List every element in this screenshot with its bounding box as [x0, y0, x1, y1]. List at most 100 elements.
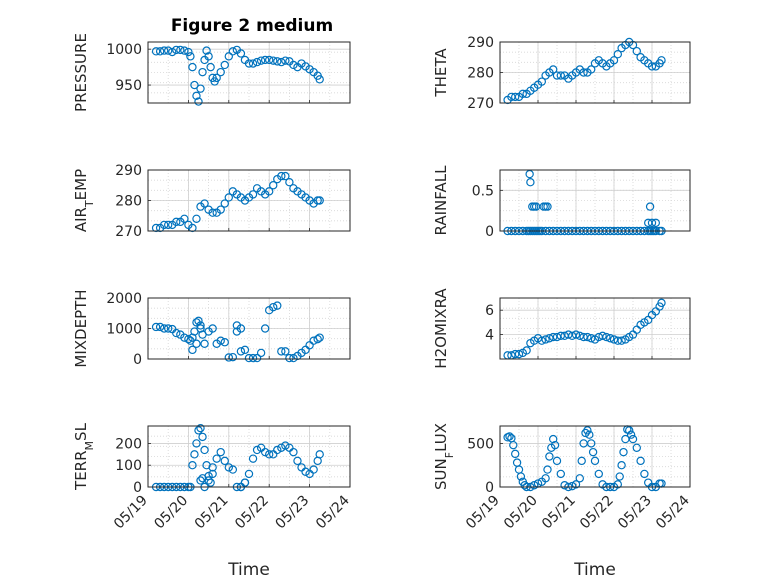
data-point: [598, 331, 607, 341]
data-point: [615, 472, 624, 481]
subplot-4: 0 0.5 RAINFALL: [432, 165, 691, 240]
data-point: [575, 474, 585, 483]
axes-box: [147, 169, 351, 232]
data-point: [208, 324, 217, 333]
data-series: [151, 423, 324, 492]
data-point: [285, 353, 294, 363]
data-point: [192, 214, 201, 223]
data-point: [281, 347, 290, 356]
data-point: [520, 481, 529, 490]
data-point: [571, 480, 581, 489]
data-point: [190, 450, 199, 459]
x-tick-label: 05/19: [111, 493, 151, 533]
data-series: [151, 45, 324, 106]
data-point: [194, 97, 203, 106]
y-tick-label: 290: [467, 35, 494, 51]
axes-box: [499, 297, 691, 360]
y-tick-label: 280: [467, 66, 494, 82]
data-point: [606, 334, 615, 343]
data-point: [200, 445, 209, 455]
data-point: [568, 481, 577, 491]
y-tick-label: 270: [467, 96, 494, 112]
data-point: [196, 324, 205, 333]
data-point: [518, 89, 528, 99]
data-point: [543, 465, 552, 474]
figure-title: Figure 2 medium: [171, 16, 333, 36]
data-point: [252, 445, 262, 455]
data-point: [315, 333, 324, 342]
data-point: [273, 57, 282, 66]
data-point: [511, 449, 520, 459]
data-point: [220, 199, 229, 208]
x-tick-label: 05/23: [615, 493, 655, 533]
data-point: [180, 46, 189, 55]
subplot-5: 0 1000 2000 MIXDEPTH: [72, 289, 351, 368]
y-axis-label: MIXDEPTH: [72, 289, 90, 367]
data-point: [537, 77, 547, 86]
subplot-3: 270 280 290 AIRTEMP: [72, 163, 351, 240]
x-axis-label: Time: [573, 560, 616, 580]
data-point: [248, 190, 258, 199]
data-point: [194, 316, 203, 326]
y-tick-label: 100: [115, 458, 142, 474]
y-tick-label: 0: [133, 480, 142, 496]
subplot-6: 4 6 H2OMIXRA: [432, 288, 691, 369]
x-tick-label: 05/24: [653, 492, 693, 532]
data-point: [190, 80, 199, 90]
x-tick-label: 05/22: [232, 493, 272, 533]
data-point: [645, 202, 655, 211]
y-tick-label: 0: [133, 352, 142, 368]
data-point: [163, 324, 173, 333]
data-point: [269, 302, 278, 312]
data-point: [537, 336, 547, 345]
subplot-7: 05/19 05/20 05/21 05/22 05/23 05/24 0 100 200 TER…: [72, 422, 353, 580]
axes-box: [499, 169, 691, 232]
data-point: [293, 456, 302, 466]
data-point: [172, 217, 181, 227]
data-point: [613, 50, 623, 59]
data-point: [617, 461, 626, 470]
y-axis-label: THETA: [432, 48, 450, 98]
data-point: [530, 481, 539, 490]
data-point: [594, 469, 604, 479]
data-point: [236, 49, 246, 58]
data-point: [541, 474, 550, 483]
data-point: [228, 352, 238, 362]
data-point: [176, 45, 185, 55]
data-point: [277, 171, 286, 181]
data-point: [159, 324, 169, 333]
axes-box: [499, 41, 691, 104]
data-point: [188, 223, 197, 233]
data-point: [269, 56, 278, 65]
x-tick-label: 05/21: [192, 493, 232, 533]
data-point: [206, 478, 215, 487]
y-tick-label: 2000: [106, 291, 142, 307]
data-point: [617, 336, 626, 345]
x-tick-label: 05/20: [501, 493, 541, 533]
data-point: [216, 447, 225, 457]
data-point: [220, 60, 229, 70]
data-point: [198, 432, 207, 442]
data-point: [216, 336, 225, 345]
x-axis-label: Time: [227, 560, 270, 580]
data-point: [619, 447, 628, 457]
data-point: [184, 334, 193, 344]
data-point: [184, 47, 193, 57]
x-tick-label: 05/24: [313, 492, 353, 532]
y-tick-label: 950: [115, 78, 142, 94]
y-tick-label: 1000: [106, 42, 142, 58]
data-point: [301, 467, 310, 476]
y-tick-label: 0.5: [472, 183, 494, 199]
data-point: [252, 353, 262, 363]
y-axis-label: SUNFLUX: [432, 423, 456, 490]
data-point: [180, 214, 189, 223]
data-point: [224, 193, 233, 202]
data-point: [281, 56, 290, 65]
data-point: [208, 208, 217, 217]
data-point: [196, 423, 205, 433]
data-point: [556, 71, 566, 80]
data-point: [640, 469, 649, 479]
data-point: [277, 57, 286, 67]
data-point: [585, 430, 594, 439]
